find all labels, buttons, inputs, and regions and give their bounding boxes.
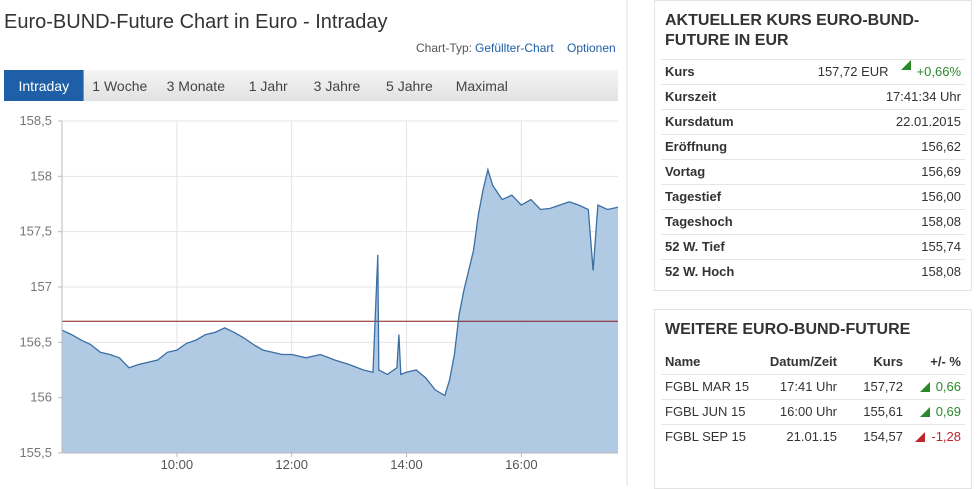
y-tick-label: 155,5 <box>19 445 52 460</box>
y-tick-label: 157 <box>30 279 52 294</box>
x-tick-label: 16:00 <box>505 457 538 472</box>
future-price: 155,61 <box>863 404 903 419</box>
trend-triangle <box>900 60 911 70</box>
row-value: 17:41:34 Uhr <box>885 89 961 104</box>
area-fill <box>62 169 618 453</box>
y-tick-label: 158 <box>30 168 52 183</box>
row-label: Kurs <box>665 64 695 79</box>
y-tick-label: 158,5 <box>19 113 52 128</box>
quote-panel: AKTUELLER KURS EURO-BUND-FUTURE IN EUR K… <box>654 0 972 291</box>
future-time: 21.01.15 <box>786 429 837 444</box>
trend-icon <box>919 407 930 417</box>
futures-row: FGBL SEP 15 21.01.15 154,57 -1,28 <box>661 424 965 449</box>
futures-header: Name Datum/Zeit Kurs +/- % <box>661 350 965 374</box>
quote-row: Tageshoch 158,08 <box>661 209 965 234</box>
quote-row: Vortag 156,69 <box>661 159 965 184</box>
options-link[interactable]: Optionen <box>567 41 616 55</box>
tab-active-bg <box>4 70 84 101</box>
future-time: 16:00 Uhr <box>779 404 837 419</box>
page-title: Euro-BUND-Future Chart in Euro - Intrada… <box>4 11 387 33</box>
tab[interactable]: Maximal <box>456 78 508 94</box>
future-change: 0,66 <box>935 379 961 394</box>
quote-row: Kurs 157,72 EUR +0,66% <box>661 59 965 84</box>
futures-panel: WEITERE EURO-BUND-FUTURE Name Datum/Zeit K… <box>654 309 972 489</box>
row-label: Kurszeit <box>665 89 717 104</box>
tab-bar <box>4 70 618 101</box>
quote-row: 52 W. Hoch 158,08 <box>661 259 965 284</box>
chart-type-link[interactable]: Gefüllter-Chart <box>475 41 554 55</box>
quote-row: Tagestief 156,00 <box>661 184 965 209</box>
price-line <box>61 167 619 397</box>
row-value: 156,62 <box>921 139 961 154</box>
row-label: Vortag <box>665 164 706 179</box>
row-value: 158,08 <box>921 214 961 229</box>
spacer <box>655 284 971 290</box>
trend-triangle <box>919 407 930 417</box>
future-name: FGBL MAR 15 <box>665 379 750 394</box>
row-label: 52 W. Tief <box>665 239 725 254</box>
row-change: +0,66% <box>916 64 961 79</box>
futures-row: FGBL MAR 15 17:41 Uhr 157,72 0,66 <box>661 374 965 399</box>
trend-icon <box>915 432 926 442</box>
row-label: Eröffnung <box>665 139 728 154</box>
quote-row: Eröffnung 156,62 <box>661 134 965 159</box>
trend-triangle <box>919 382 930 392</box>
column-header: Kurs <box>873 354 903 369</box>
trend-icon <box>919 382 930 392</box>
future-change-cell: 0,69 <box>903 400 961 424</box>
chart-type-label: Chart-Typ: <box>416 41 472 55</box>
trend-icon <box>900 60 911 70</box>
quote-row: 52 W. Tief 155,74 <box>661 234 965 259</box>
future-change-cell: 0,66 <box>903 375 961 399</box>
row-value: 156,69 <box>921 164 961 179</box>
tab[interactable]: 1 Woche <box>92 78 147 94</box>
quote-row: Kurszeit 17:41:34 Uhr <box>661 84 965 109</box>
future-name: FGBL JUN 15 <box>665 404 746 419</box>
tab[interactable]: 3 Monate <box>167 78 226 94</box>
future-price: 157,72 <box>863 379 903 394</box>
trend-triangle <box>915 432 926 442</box>
future-change: 0,69 <box>935 404 961 419</box>
row-value: 22.01.2015 <box>895 114 961 129</box>
future-name: FGBL SEP 15 <box>665 429 746 444</box>
quote-row: Kursdatum 22.01.2015 <box>661 109 965 134</box>
chart-area: Euro-BUND-Future Chart in Euro - Intrada… <box>4 0 628 486</box>
x-tick-label: 10:00 <box>161 457 194 472</box>
y-tick-label: 156 <box>30 390 52 405</box>
y-tick-label: 157,5 <box>19 224 52 239</box>
row-label: Tageshoch <box>665 214 733 229</box>
row-value: 158,08 <box>921 264 961 279</box>
tab[interactable]: 5 Jahre <box>386 78 433 94</box>
panel-title: AKTUELLER KURS EURO-BUND-FUTURE IN EUR <box>665 12 920 49</box>
future-time: 17:41 Uhr <box>779 379 837 394</box>
x-tick-label: 12:00 <box>275 457 308 472</box>
tab[interactable]: 3 Jahre <box>314 78 361 94</box>
column-header: +/- % <box>930 354 961 369</box>
future-price: 154,57 <box>863 429 903 444</box>
row-label: 52 W. Hoch <box>665 264 735 279</box>
tab[interactable]: 1 Jahr <box>249 78 288 94</box>
x-tick-label: 14:00 <box>390 457 423 472</box>
y-tick-label: 156,5 <box>19 334 52 349</box>
future-change: -1,28 <box>931 429 961 444</box>
row-value: 155,74 <box>921 239 961 254</box>
future-change-cell: -1,28 <box>903 425 961 449</box>
column-header: Datum/Zeit <box>769 354 837 369</box>
row-label: Kursdatum <box>665 114 734 129</box>
tab[interactable]: Intraday <box>19 78 70 94</box>
row-label: Tagestief <box>665 189 722 204</box>
row-value: 157,72 EUR <box>817 64 889 79</box>
futures-row: FGBL JUN 15 16:00 Uhr 155,61 0,69 <box>661 399 965 424</box>
panel-title: WEITERE EURO-BUND-FUTURE <box>665 321 911 338</box>
row-value: 156,00 <box>921 189 961 204</box>
column-header: Name <box>665 354 701 369</box>
